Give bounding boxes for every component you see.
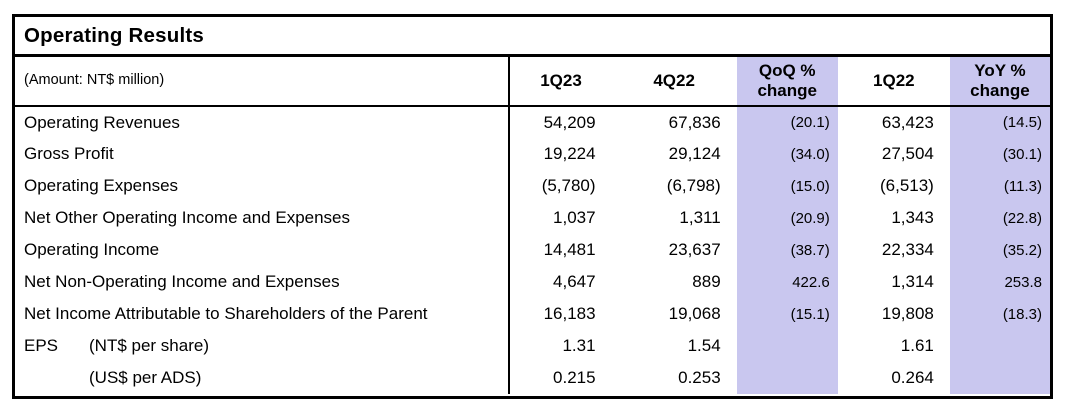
value-4q22: 1,311 <box>679 208 721 227</box>
value-1q23: 4,647 <box>553 272 596 291</box>
value-qoq-change: 422.6 <box>736 266 838 298</box>
row-label-text: (US$ per ADS) <box>89 368 202 387</box>
table-row: Operating Revenues 54,209 67,836 (20.1) 63,4… <box>15 106 1050 138</box>
col-header-1q22: 1Q22 <box>837 57 950 107</box>
value-1q22: 1.61 <box>900 336 934 355</box>
row-label-prefix: EPS <box>24 336 59 355</box>
value-1q22: 63,423 <box>881 112 934 132</box>
value-1q23: (5,780) <box>541 176 596 195</box>
value-1q23: 1,037 <box>553 208 596 227</box>
row-label: Net Non-Operating Income and Expenses <box>15 266 511 298</box>
value-1q22: (6,513) <box>879 176 934 195</box>
value-4q22: 19,068 <box>668 304 721 323</box>
row-label-text: (NT$ per share) <box>89 336 209 355</box>
value-qoq-change: (20.9) <box>736 202 838 234</box>
value-yoy-change: (14.5) <box>949 106 1050 138</box>
value-1q22: 19,808 <box>881 304 934 323</box>
value-yoy-change: (30.1) <box>949 138 1050 170</box>
row-label-text: Gross Profit <box>24 144 114 163</box>
table-row: Net Income Attributable to Shareholders … <box>15 298 1050 330</box>
col-header-1q23: 1Q23 <box>509 57 612 107</box>
results-table: (Amount: NT$ million) 1Q23 4Q22 QoQ % ch… <box>15 57 1050 394</box>
table-body: Operating Revenues 54,209 67,836 (20.1) 63,4… <box>15 106 1050 394</box>
row-label: Operating Income <box>15 234 511 266</box>
row-label-text: Operating Revenues <box>24 112 180 132</box>
value-1q23: 19,224 <box>543 144 596 163</box>
row-label-text: Operating Income <box>24 240 160 259</box>
value-qoq-change: (38.7) <box>736 234 838 266</box>
value-1q23: 16,183 <box>543 304 596 323</box>
value-yoy-change: (35.2) <box>949 234 1050 266</box>
row-label-text: Net Other Operating Income and Expenses <box>24 208 351 227</box>
value-1q23: 1.31 <box>562 336 596 355</box>
row-label: Operating Expenses <box>15 170 511 202</box>
value-qoq-change: (34.0) <box>736 138 838 170</box>
value-yoy-change: 253.8 <box>949 266 1050 298</box>
table-row: (US$ per ADS) 0.215 0.253 0.264 <box>15 362 1050 394</box>
value-yoy-change: (18.3) <box>949 298 1050 330</box>
value-4q22: 67,836 <box>668 112 721 132</box>
value-4q22: 29,124 <box>668 144 721 163</box>
value-1q22: 22,334 <box>881 240 934 259</box>
value-4q22: 23,637 <box>668 240 721 259</box>
value-4q22: 1.54 <box>687 336 721 355</box>
row-label: Net Income Attributable to Shareholders … <box>15 298 511 330</box>
row-label: (US$ per ADS) <box>15 362 511 394</box>
table-title: Operating Results <box>15 17 1050 57</box>
col-header-4q22: 4Q22 <box>611 57 737 107</box>
value-qoq-change: (20.1) <box>736 106 838 138</box>
row-label-text: Net Non-Operating Income and Expenses <box>24 272 340 291</box>
row-label: EPS (NT$ per share) <box>15 330 511 362</box>
value-1q22: 1,343 <box>891 208 934 227</box>
value-4q22: 889 <box>692 272 721 291</box>
value-1q22: 0.264 <box>891 368 934 387</box>
row-label-text: Operating Expenses <box>24 176 179 195</box>
value-4q22: 0.253 <box>678 368 721 387</box>
value-qoq-change: (15.0) <box>736 170 838 202</box>
table-row: Net Non-Operating Income and Expenses 4,6… <box>15 266 1050 298</box>
operating-results-table: Operating Results (Amount: NT$ million) … <box>12 14 1053 399</box>
value-1q23: 14,481 <box>543 240 596 259</box>
table-row: Operating Income 14,481 23,637 (38.7) 22,334… <box>15 234 1050 266</box>
value-yoy-change <box>949 362 1050 394</box>
col-header-qoq-change: QoQ % change <box>736 57 838 107</box>
col-header-yoy-change: YoY % change <box>949 57 1050 107</box>
unit-note: (Amount: NT$ million) <box>15 57 511 107</box>
value-1q23: 54,209 <box>543 112 596 132</box>
table-row: Net Other Operating Income and Expenses 1… <box>15 202 1050 234</box>
row-label: Net Other Operating Income and Expenses <box>15 202 511 234</box>
row-label: Operating Revenues <box>15 106 511 138</box>
value-1q22: 1,314 <box>891 272 934 291</box>
header-row: (Amount: NT$ million) 1Q23 4Q22 QoQ % ch… <box>15 57 1050 107</box>
value-qoq-change <box>736 330 838 362</box>
value-yoy-change: (22.8) <box>949 202 1050 234</box>
value-yoy-change: (11.3) <box>949 170 1050 202</box>
value-qoq-change <box>736 362 838 394</box>
value-qoq-change: (15.1) <box>736 298 838 330</box>
value-1q22: 27,504 <box>881 144 934 163</box>
value-yoy-change <box>949 330 1050 362</box>
row-label-text: Net Income Attributable to Shareholders … <box>24 304 428 323</box>
table-row: Gross Profit 19,224 29,124 (34.0) 27,504 (30.… <box>15 138 1050 170</box>
value-1q23: 0.215 <box>553 368 596 387</box>
table-row: EPS (NT$ per share) 1.31 1.54 1.61 <box>15 330 1050 362</box>
table-row: Operating Expenses (5,780) (6,798) (15.0) (6… <box>15 170 1050 202</box>
row-label: Gross Profit <box>15 138 511 170</box>
value-4q22: (6,798) <box>666 176 721 195</box>
